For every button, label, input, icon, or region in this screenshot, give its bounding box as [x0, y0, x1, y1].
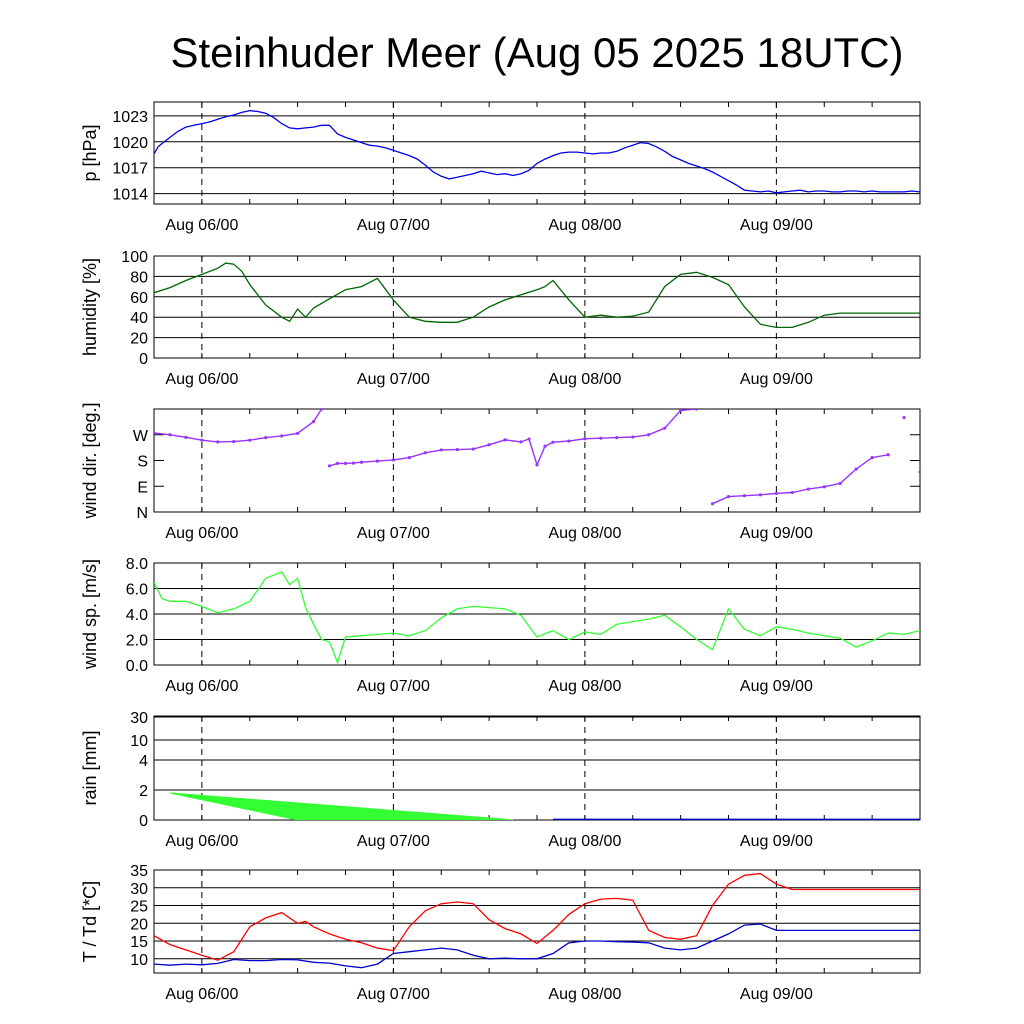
y-tick-label: 35	[130, 863, 148, 880]
series-line	[154, 409, 920, 504]
data-point	[774, 491, 778, 496]
data-point	[886, 453, 890, 457]
series-group	[154, 109, 920, 194]
x-tick-label: Aug 06/00	[165, 525, 238, 542]
x-tick-label: Aug 06/00	[165, 986, 238, 1003]
y-tick-label: 0	[139, 813, 148, 830]
y-tick-label: W	[133, 428, 149, 445]
panel-3: 0.0 2.0 4.0 6.0 8.0 Aug 06/00 Aug 07/00 Aug 08/…	[80, 556, 921, 695]
x-tick-label: Aug 06/00	[165, 371, 238, 388]
x-tick-label: Aug 09/00	[740, 217, 813, 234]
x-tick-label: Aug 07/00	[357, 986, 430, 1003]
y-tick-label: 6.0	[126, 582, 148, 599]
y-tick-label: 1020	[112, 135, 148, 152]
panel-4: 0 2 4 10 30 Aug 06/00 Aug 07/00 Aug 08/00 Aug 09…	[80, 710, 921, 850]
y-axis-label: humidity [%]	[80, 258, 100, 356]
x-tick-label: Aug 09/00	[740, 833, 813, 850]
y-tick-label: 80	[130, 269, 148, 286]
y-tick-label: 1023	[112, 109, 148, 126]
data-point	[694, 409, 699, 411]
x-tick-label: Aug 06/00	[165, 217, 238, 234]
y-tick-label: 15	[130, 934, 148, 951]
plot-frame	[153, 408, 921, 513]
y-tick-label: 1017	[112, 161, 148, 178]
series-group	[169, 792, 920, 820]
x-tick-label: Aug 08/00	[548, 833, 621, 850]
x-tick-label: Aug 07/00	[357, 678, 430, 695]
y-tick-label: 40	[130, 310, 148, 327]
series-group	[154, 571, 920, 665]
x-tick-label: Aug 09/00	[740, 678, 813, 695]
data-point	[343, 461, 348, 465]
data-point	[232, 440, 236, 444]
series-line	[154, 109, 920, 194]
data-point	[710, 502, 715, 506]
y-axis-label: wind dir. [deg.]	[80, 402, 100, 519]
series-line	[154, 872, 920, 961]
x-tick-label: Aug 08/00	[548, 371, 621, 388]
y-tick-label: 4	[139, 753, 148, 770]
panel-0: 1014 1017 1020 1023 Aug 06/00 Aug 07/00 Aug 08…	[80, 101, 921, 234]
x-tick-label: Aug 09/00	[740, 986, 813, 1003]
y-tick-label: N	[136, 505, 148, 522]
plot-frame	[153, 101, 921, 205]
data-point	[327, 464, 332, 468]
series-line	[154, 262, 920, 329]
y-axis-label: wind sp. [m/s]	[80, 559, 100, 670]
rain-area	[169, 792, 514, 820]
x-tick-label: Aug 06/00	[165, 833, 238, 850]
y-axis-label: T / Td [*C]	[80, 881, 100, 962]
x-tick-label: Aug 07/00	[357, 833, 430, 850]
y-tick-label: 20	[130, 331, 148, 348]
x-tick-label: Aug 06/00	[165, 678, 238, 695]
x-tick-label: Aug 07/00	[357, 217, 430, 234]
y-tick-label: 100	[121, 249, 148, 266]
x-tick-label: Aug 08/00	[548, 525, 621, 542]
data-point	[455, 448, 459, 452]
y-tick-label: 30	[130, 881, 148, 898]
y-tick-label: S	[137, 454, 148, 471]
series-line	[154, 923, 920, 969]
x-tick-label: Aug 09/00	[740, 371, 813, 388]
y-axis-label: rain [mm]	[80, 730, 100, 805]
y-tick-label: 0.0	[126, 658, 148, 675]
y-axis-label: p [hPa]	[80, 124, 100, 181]
y-tick-label: 10	[130, 733, 148, 750]
chart-title: Steinhuder Meer (Aug 05 2025 18UTC)	[170, 29, 903, 76]
y-tick-label: 25	[130, 899, 148, 916]
data-point	[359, 460, 364, 464]
series-line	[154, 571, 920, 665]
series-group	[154, 872, 920, 969]
x-tick-label: Aug 08/00	[548, 678, 621, 695]
plot-frame	[153, 869, 921, 974]
y-tick-label: 1014	[112, 187, 148, 204]
x-tick-label: Aug 08/00	[548, 986, 621, 1003]
series-group	[154, 262, 920, 329]
data-point	[439, 448, 443, 452]
y-tick-label: 10	[130, 952, 148, 969]
y-tick-label: 4.0	[126, 607, 148, 624]
y-tick-label: E	[137, 479, 148, 496]
y-tick-label: 0	[139, 351, 148, 368]
panel-1: 0 20 40 60 80 100 Aug 06/00 Aug 07/00 Aug 08/00 A…	[80, 249, 921, 388]
y-tick-label: 60	[130, 290, 148, 307]
x-tick-label: Aug 07/00	[357, 371, 430, 388]
series-group	[154, 409, 920, 506]
x-tick-label: Aug 07/00	[357, 525, 430, 542]
data-point	[615, 436, 619, 440]
y-tick-label: 20	[130, 916, 148, 933]
x-tick-label: Aug 09/00	[740, 525, 813, 542]
y-tick-label: 30	[130, 710, 148, 727]
y-tick-label: 2.0	[126, 633, 148, 650]
data-point	[216, 440, 220, 444]
data-point	[902, 415, 906, 420]
y-tick-label: 2	[139, 783, 148, 800]
y-tick-label: 8.0	[126, 556, 148, 573]
data-point	[918, 470, 920, 474]
x-tick-label: Aug 08/00	[548, 217, 621, 234]
